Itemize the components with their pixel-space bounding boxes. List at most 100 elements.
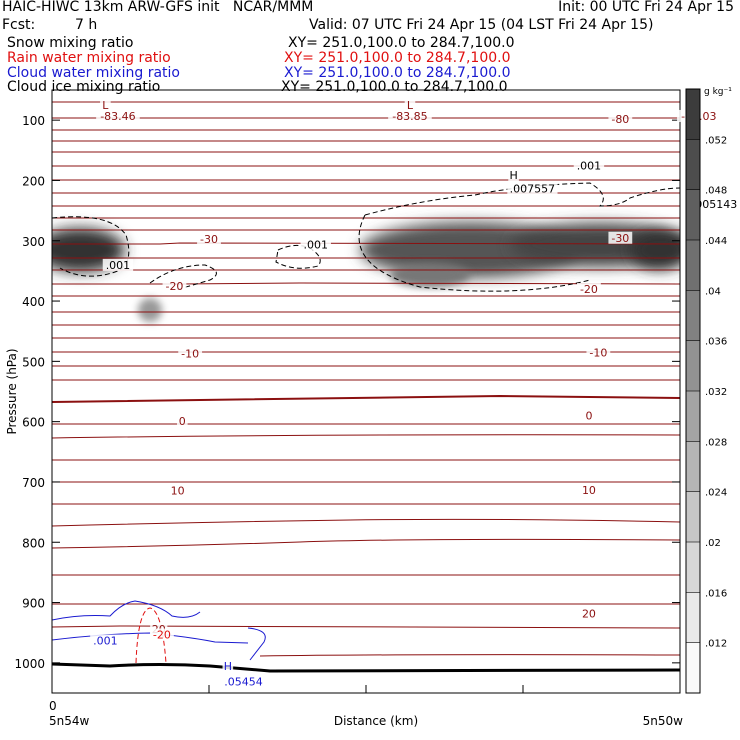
cloud-water-label: .05454	[224, 676, 263, 689]
y-tick-label: 300	[22, 235, 45, 249]
temperature-label-bg	[162, 279, 187, 292]
temperature-label-bg	[197, 232, 221, 245]
temperature-label-bg	[608, 112, 633, 125]
cloud-water-label-bg	[222, 659, 234, 672]
temperature-label-bg	[178, 347, 203, 360]
colorbar-tick-label: .036	[705, 337, 727, 348]
temperature-contour	[259, 654, 680, 657]
field-xy: XY= 251.0,100.0 to 284.7,100.0	[284, 50, 511, 66]
field-xy: XY= 251.0,100.0 to 284.7,100.0	[288, 35, 515, 51]
temperature-label-bg	[169, 484, 187, 497]
colorbar-segment	[686, 240, 700, 291]
y-tick-label: 100	[22, 114, 45, 128]
temperature-label: L	[102, 99, 109, 112]
y-tick-label: 800	[22, 536, 45, 550]
snow-blob	[630, 230, 680, 270]
temperature-contour	[52, 282, 680, 285]
temperature-label: 0	[585, 410, 592, 423]
y-tick-label: 500	[22, 355, 45, 369]
surface-line	[51, 662, 681, 673]
field-name: Snow mixing ratio	[7, 35, 134, 51]
temperature-label: 20	[582, 607, 596, 620]
field-xy: XY= 251.0,100.0 to 284.7,100.0	[284, 65, 511, 81]
colorbar-tick-label: .028	[705, 437, 727, 448]
temperature-label: L	[407, 99, 414, 112]
cloud-water-contour	[52, 600, 201, 621]
y-tick-label: 1000	[14, 657, 45, 671]
ice-label: .001	[577, 159, 602, 172]
ice-label: .007557	[510, 182, 556, 195]
field-name: Cloud water mixing ratio	[7, 65, 180, 81]
temperature-label-bg	[100, 99, 111, 112]
temperature-label-bg	[580, 483, 598, 496]
ice-label: .001	[106, 259, 131, 272]
y-tick-label: 700	[22, 476, 45, 490]
colorbar: .052 .048 .044 .04 .036 .032 .028 .024 .02 .016 .0…	[685, 87, 732, 694]
colorbar-tick-label: .052	[705, 135, 727, 146]
cloud-water-label: H	[224, 660, 232, 673]
header-fcst-value: 7 h	[75, 17, 98, 33]
temperature-label: -10	[181, 348, 199, 361]
x-axis-label: Distance (km)	[334, 714, 418, 728]
temperature-label-bg	[577, 283, 601, 296]
cloud-water-label: .001	[93, 635, 118, 648]
colorbar-segment	[686, 491, 700, 543]
temperature-contour	[52, 518, 680, 527]
temperature-label: 10	[171, 484, 185, 497]
temperature-label-bg	[96, 109, 140, 122]
temperature-label: -20	[165, 280, 183, 293]
colorbar-tick-label: .032	[705, 387, 727, 398]
ice-contour	[149, 264, 217, 291]
colorbar-segment	[686, 391, 700, 442]
temperature-label: -30	[611, 232, 629, 245]
temperature-contour	[52, 242, 680, 245]
colorbar-segment	[686, 89, 700, 140]
header-valid: Valid: 07 UTC Fri 24 Apr 15 (04 LST Fri …	[309, 17, 654, 33]
ice-label: .005143	[692, 198, 738, 211]
ice-label: .001	[304, 238, 329, 251]
colorbar-segment	[686, 642, 700, 694]
y-axis: 1002003004005006007008009001000Pressure …	[5, 114, 680, 671]
temperature-label: -83.46	[100, 110, 135, 123]
rain-label-bg	[150, 628, 174, 641]
y-tick-label: 200	[22, 174, 45, 188]
ice-label: H	[509, 169, 517, 182]
ice-label-bg	[689, 197, 740, 210]
y-tick-label: 400	[22, 295, 45, 309]
snow-blob	[138, 298, 162, 322]
colorbar-segment	[686, 542, 700, 593]
field-name: Rain water mixing ratio	[7, 50, 171, 66]
x-tick-label: 0	[49, 699, 57, 713]
y-tick-label: 900	[22, 597, 45, 611]
temperature-label: 10	[582, 484, 596, 497]
temperature-label: -80	[611, 113, 629, 126]
ice-label-bg	[573, 159, 605, 172]
temperature-contour	[52, 394, 680, 403]
ice-contour	[52, 216, 130, 277]
ice-label-bg	[507, 182, 558, 195]
contour-labels: L-83.46L-83.85L-83.03-80-30-30-20-20-10-…	[90, 99, 740, 689]
ice-label-bg	[300, 238, 331, 251]
colorbar-unit: g kg⁻¹	[704, 87, 732, 97]
ice-contour	[275, 244, 321, 269]
temperature-label-bg	[388, 109, 432, 122]
temperature-contour	[52, 538, 680, 549]
snow-blob	[390, 263, 470, 287]
x-right-location: 5n50w	[643, 714, 684, 728]
colorbar-segment	[686, 441, 700, 493]
temperature-contours	[52, 101, 680, 657]
colorbar-segment	[686, 592, 700, 644]
temperature-label: -83.85	[392, 110, 427, 123]
colorbar-tick-label: .044	[705, 236, 727, 247]
colorbar-segment	[686, 290, 700, 342]
cloud-water-label-bg	[221, 675, 266, 688]
colorbar-tick-label: .02	[705, 538, 721, 549]
colorbar-segment	[686, 189, 700, 241]
ice-contours	[52, 182, 680, 292]
temperature-label-bg	[586, 346, 611, 359]
temperature-label-bg	[177, 415, 188, 428]
temperature-label: 0	[179, 415, 186, 428]
ice-contour	[364, 182, 680, 216]
